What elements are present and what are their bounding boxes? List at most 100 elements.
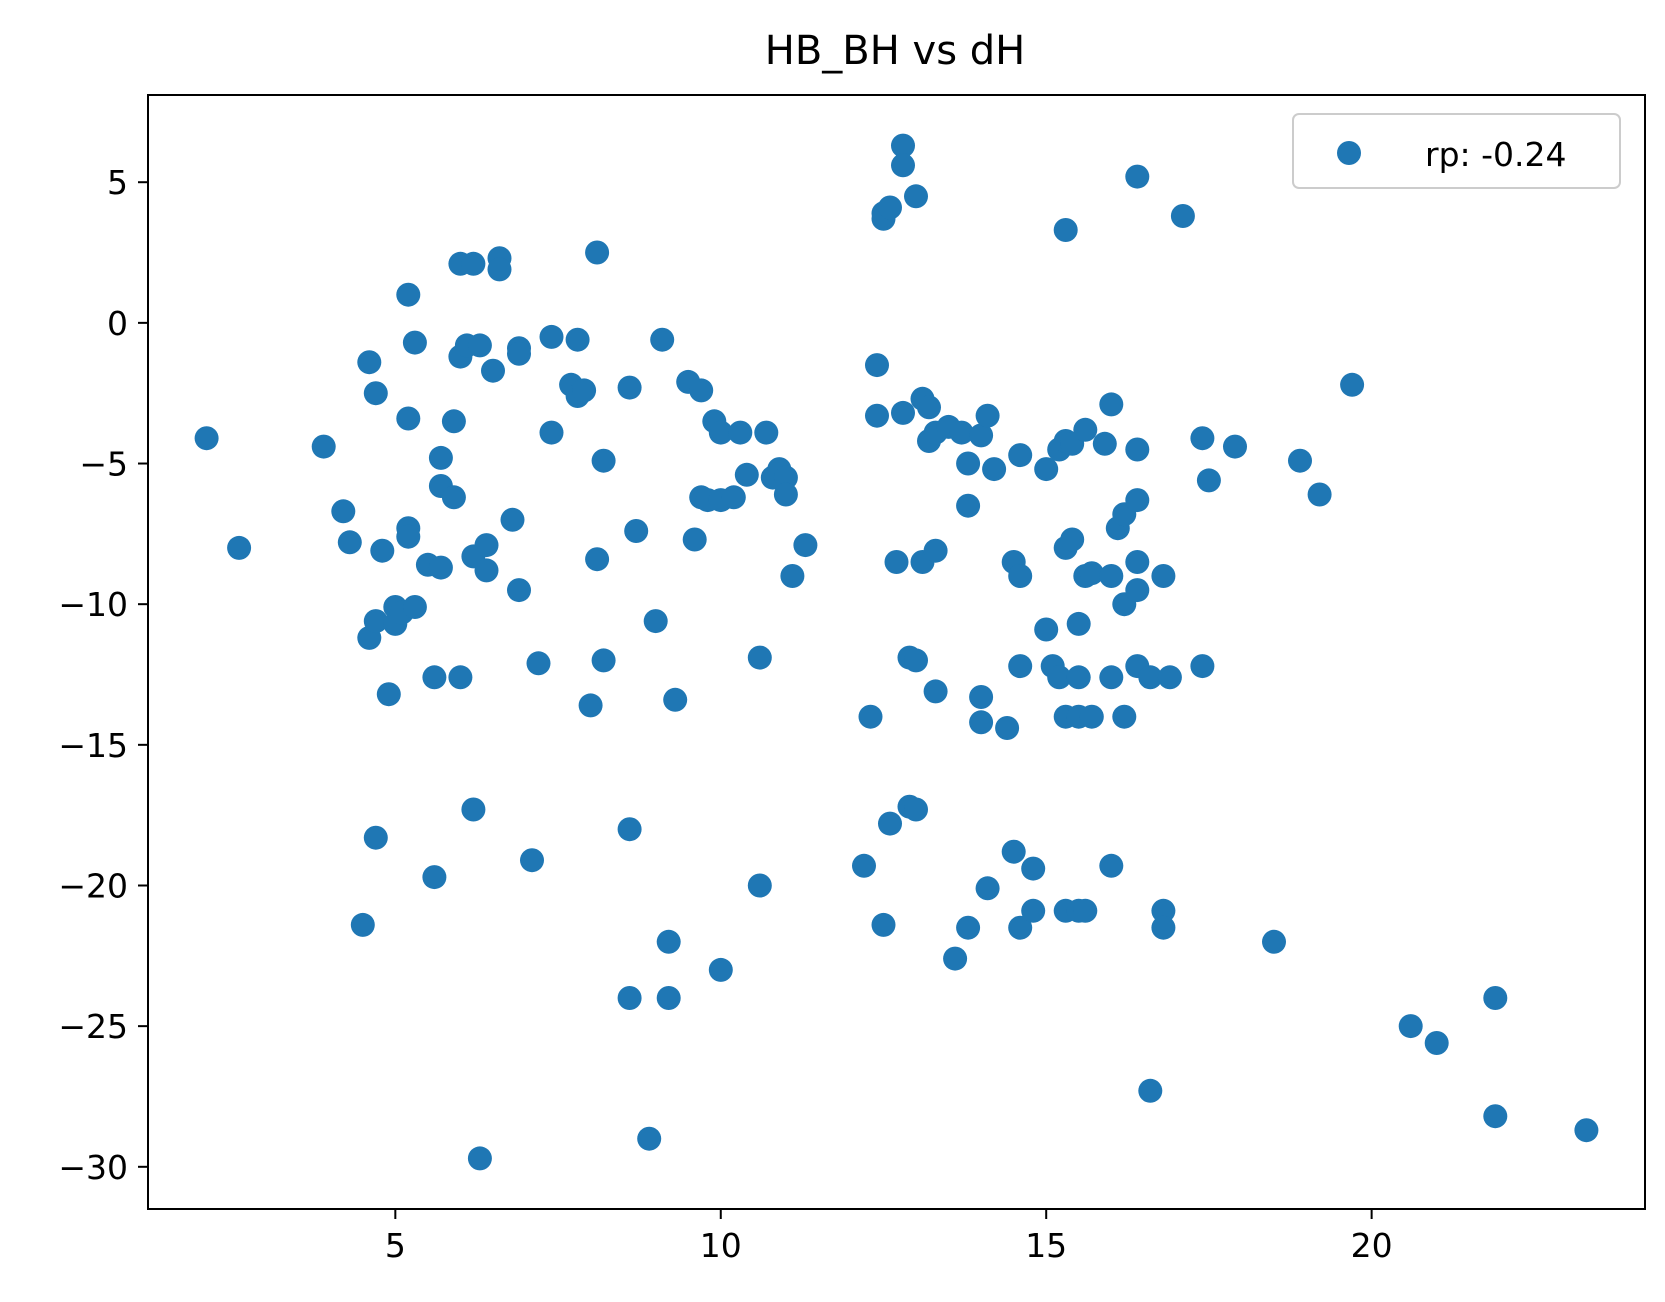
data-point <box>1125 578 1150 603</box>
data-point <box>1053 218 1078 242</box>
y-tick-label: −25 <box>58 1007 128 1046</box>
chart-title: HB_BH vs dH <box>765 28 1025 74</box>
data-point <box>402 595 427 619</box>
data-point <box>865 353 889 378</box>
data-point <box>370 538 395 563</box>
data-point <box>1125 550 1150 574</box>
data-point <box>461 251 486 276</box>
data-point <box>858 704 883 729</box>
data-point <box>474 558 499 583</box>
data-point <box>1151 564 1176 588</box>
data-point <box>526 651 551 676</box>
scatter-points <box>194 133 1599 1171</box>
data-point <box>1060 527 1085 552</box>
data-point <box>891 153 915 178</box>
data-point <box>591 448 616 473</box>
data-point <box>904 648 928 673</box>
data-point <box>617 817 642 842</box>
y-tick-label: −30 <box>58 1148 128 1187</box>
data-point <box>728 420 753 445</box>
data-point <box>1008 654 1033 679</box>
data-point <box>1079 561 1104 586</box>
data-point <box>773 482 798 507</box>
data-point <box>969 423 994 448</box>
data-point <box>975 876 1000 901</box>
data-point <box>1099 853 1124 878</box>
data-point <box>663 687 688 712</box>
data-point <box>780 564 805 588</box>
data-point <box>1066 611 1091 636</box>
data-point <box>708 420 733 445</box>
data-point <box>467 1146 492 1171</box>
data-point <box>474 533 499 558</box>
data-point <box>865 403 889 428</box>
y-tick-label: 0 <box>107 304 128 343</box>
data-point <box>689 378 714 403</box>
data-point <box>1424 1031 1449 1055</box>
data-point <box>682 527 707 552</box>
data-point <box>350 912 375 937</box>
data-point <box>1125 488 1150 513</box>
data-point <box>747 645 772 670</box>
data-point <box>461 797 486 822</box>
data-point <box>500 507 525 532</box>
data-point <box>520 848 544 873</box>
data-point <box>539 324 564 349</box>
legend-box <box>1292 113 1621 189</box>
data-point <box>969 710 994 735</box>
data-point <box>507 341 531 366</box>
data-point <box>1262 929 1286 954</box>
data-point <box>754 420 779 445</box>
y-tick-label: −20 <box>58 866 128 905</box>
data-point <box>956 915 981 940</box>
data-point <box>441 409 466 434</box>
data-point <box>1008 915 1033 940</box>
data-point <box>376 682 401 707</box>
data-point <box>650 327 675 352</box>
data-point <box>194 426 219 451</box>
data-point <box>1125 164 1150 189</box>
data-point <box>311 434 336 459</box>
data-point <box>1483 986 1508 1010</box>
data-point <box>1079 704 1104 729</box>
y-tick-label: −15 <box>58 726 128 765</box>
legend: rp: -0.24 <box>1292 113 1621 189</box>
data-point <box>747 873 772 898</box>
data-point <box>1073 898 1098 923</box>
data-point <box>1112 704 1137 729</box>
data-point <box>1099 392 1124 417</box>
data-point <box>396 524 421 549</box>
data-point <box>572 378 597 403</box>
data-point <box>1092 431 1117 456</box>
data-point <box>1190 426 1215 451</box>
data-point <box>448 665 473 690</box>
data-point <box>975 403 1000 428</box>
data-point <box>923 679 948 704</box>
x-tick-label: 20 <box>1351 1226 1393 1265</box>
data-point <box>656 986 681 1010</box>
data-point <box>969 685 994 709</box>
y-tick-label: 5 <box>107 163 128 202</box>
data-point <box>1288 448 1312 473</box>
data-point <box>1574 1118 1599 1143</box>
data-point <box>923 538 948 563</box>
data-point <box>363 609 388 634</box>
data-point <box>943 946 968 971</box>
data-point <box>878 811 902 836</box>
data-point <box>1398 1014 1423 1039</box>
data-point <box>331 499 356 524</box>
data-point <box>422 665 447 690</box>
data-point <box>428 555 453 580</box>
plot-area-frame <box>147 94 1646 1210</box>
data-point <box>1034 617 1059 642</box>
data-point <box>396 406 421 431</box>
data-point <box>578 693 603 718</box>
data-point <box>1157 665 1182 690</box>
data-point <box>487 257 512 282</box>
data-point <box>617 375 642 400</box>
data-point <box>995 716 1020 740</box>
data-point <box>1223 434 1247 459</box>
data-point <box>539 420 564 445</box>
legend-marker <box>1337 141 1361 165</box>
